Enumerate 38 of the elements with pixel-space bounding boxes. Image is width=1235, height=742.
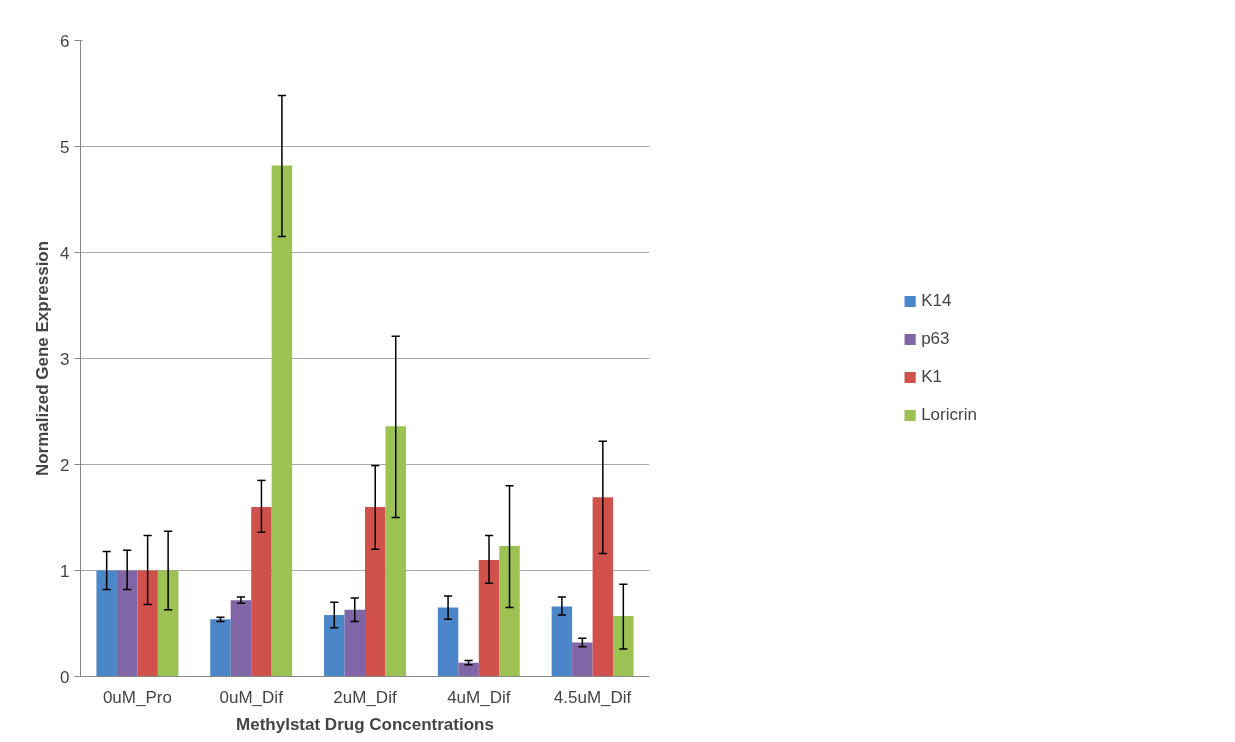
bar xyxy=(572,642,593,677)
bar xyxy=(437,607,459,677)
legend-label: p63 xyxy=(921,329,950,349)
bar xyxy=(116,570,138,677)
x-tick-label: 0uM_Dif xyxy=(219,687,284,707)
bar xyxy=(613,616,634,677)
x-tick-label: 4uM_Dif xyxy=(447,687,511,707)
legend-label: Loricrin xyxy=(921,405,977,425)
bar xyxy=(96,570,117,677)
bar xyxy=(271,165,293,677)
bar xyxy=(478,559,500,677)
bar xyxy=(137,570,158,677)
y-tick-label: 1 xyxy=(60,561,70,581)
bar xyxy=(344,609,365,677)
bar xyxy=(458,662,479,677)
y-axis-title: Normalized Gene Expression xyxy=(33,240,53,477)
bar xyxy=(385,426,406,677)
y-tick-label: 4 xyxy=(60,243,70,263)
bar xyxy=(324,615,345,677)
bar xyxy=(499,546,520,677)
y-tick-label: 6 xyxy=(60,31,70,51)
legend-label: K1 xyxy=(921,367,942,387)
bar xyxy=(592,497,614,677)
bar xyxy=(365,506,386,677)
bar xyxy=(251,506,272,677)
x-axis-title: Methylstat Drug Concentrations xyxy=(236,714,494,734)
x-tick-label: 4.5uM_Dif xyxy=(553,687,632,707)
y-tick-label: 0 xyxy=(60,667,70,687)
bar xyxy=(230,600,252,677)
bar xyxy=(551,606,573,677)
legend-label: K14 xyxy=(921,291,952,311)
bar xyxy=(210,619,231,677)
bar xyxy=(157,570,179,677)
y-tick-label: 2 xyxy=(60,455,70,475)
y-tick-label: 3 xyxy=(60,349,70,369)
x-tick-label: 2uM_Dif xyxy=(333,687,397,707)
x-tick-label: 0uM_Pro xyxy=(102,687,172,707)
y-tick-label: 5 xyxy=(60,137,70,157)
